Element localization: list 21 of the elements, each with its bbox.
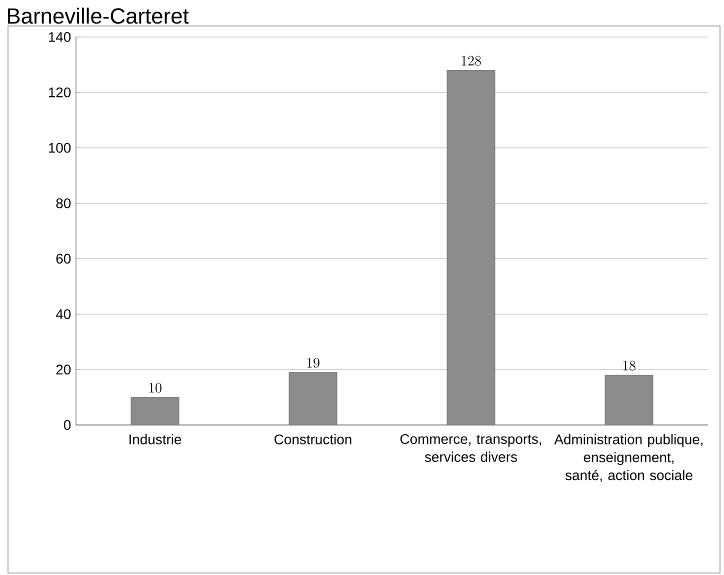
data-label: 10	[149, 382, 162, 393]
y-tick-label: 100	[48, 142, 71, 153]
data-label: 18	[623, 360, 636, 371]
x-tick-label: Construction	[274, 434, 352, 444]
bar	[604, 374, 654, 425]
y-tick-label: 0	[64, 420, 71, 430]
y-tick-label: 80	[56, 198, 71, 208]
y-tick-label: 140	[48, 32, 71, 42]
x-tick-label: Commerce, transports, services divers	[400, 434, 542, 462]
y-tick-label: 60	[56, 254, 71, 264]
bar	[288, 372, 338, 425]
bar	[130, 397, 180, 425]
x-tick-label: Industrie	[130, 434, 182, 444]
y-tick-label: 20	[56, 364, 71, 375]
x-tick-label: Administration publique, enseignement, santé, action sociale	[554, 434, 703, 482]
y-tick-label: 120	[48, 87, 71, 98]
bar	[446, 70, 496, 425]
data-label: 128	[462, 56, 481, 66]
y-tick-label: 40	[56, 309, 71, 320]
chart-title: Barneville-Carteret	[8, 8, 189, 24]
data-label: 19	[307, 358, 320, 368]
